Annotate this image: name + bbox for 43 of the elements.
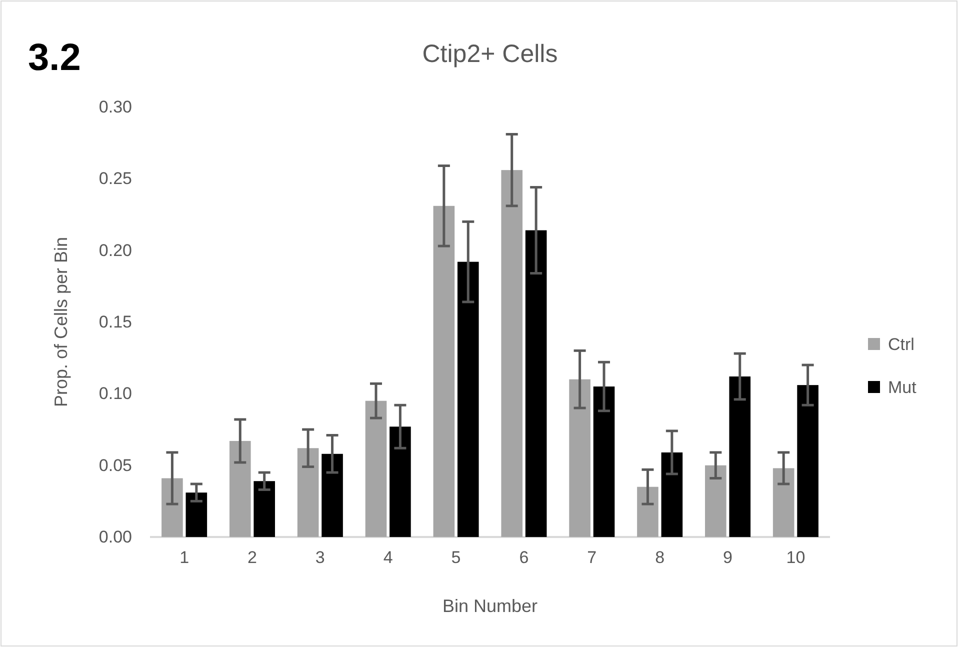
bar (772, 468, 794, 537)
bar (297, 448, 319, 537)
bar (457, 262, 479, 537)
bar (525, 230, 547, 537)
bar (390, 426, 411, 537)
y-axis-title: Prop. of Cells per Bin (51, 236, 71, 408)
legend-label: Ctrl (888, 335, 914, 354)
bar (433, 206, 455, 537)
x-tick-label: 5 (451, 548, 461, 568)
bar (797, 385, 818, 537)
bar (705, 465, 726, 537)
y-tick-label: 0.10 (98, 384, 132, 404)
x-tick-label: 6 (519, 548, 529, 568)
x-tick-label: 3 (315, 548, 325, 568)
bar (186, 492, 208, 537)
bar (162, 478, 183, 537)
y-tick-label: 0.15 (98, 312, 132, 332)
y-tick-label: 0.00 (98, 527, 132, 546)
chart-title: Ctip2+ Cells (422, 40, 558, 68)
x-tick-label: 8 (655, 548, 665, 568)
y-tick-label: 0.05 (98, 456, 132, 475)
bar (637, 486, 658, 537)
x-tick-label: 2 (248, 548, 257, 568)
legend-label: Mut (888, 378, 917, 397)
x-tick-label: 1 (180, 548, 190, 568)
bar (661, 452, 683, 537)
bar (322, 454, 343, 537)
x-tick-label: 7 (587, 548, 597, 568)
y-tick-label: 0.30 (98, 97, 132, 116)
x-tick-label: 10 (786, 548, 806, 568)
bar (569, 379, 590, 537)
text: 3.2 (28, 37, 81, 79)
bar (593, 386, 615, 537)
bar (254, 481, 275, 537)
bar (501, 170, 523, 537)
x-axis-title: Bin Number (442, 596, 538, 616)
x-tick-label: 9 (723, 548, 732, 568)
bar (365, 400, 387, 537)
y-tick-label: 0.25 (98, 169, 132, 188)
bar (229, 440, 251, 537)
bar (729, 376, 751, 537)
x-tick-label: 4 (383, 548, 393, 568)
y-tick-label: 0.20 (98, 240, 132, 260)
